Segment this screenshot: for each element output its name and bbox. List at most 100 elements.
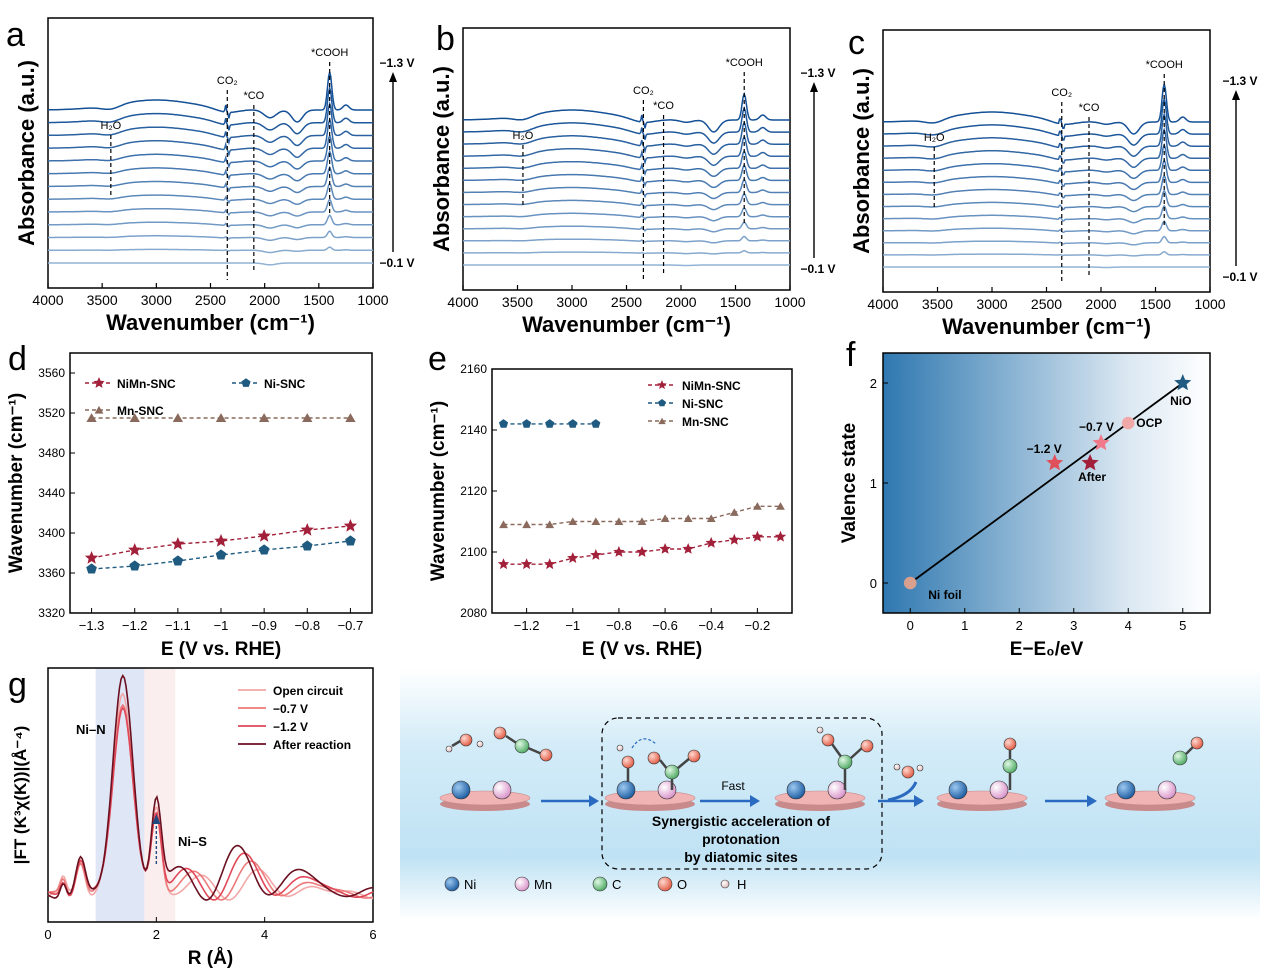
data-point	[302, 540, 313, 551]
panel-label-a: a	[6, 16, 25, 54]
data-point	[568, 419, 578, 428]
spectrum-line	[463, 264, 790, 267]
h-atom	[616, 744, 624, 752]
spectrum-line	[48, 197, 373, 217]
spectrum-line	[463, 192, 790, 211]
legend-label: After reaction	[273, 738, 351, 752]
flow-arrowhead	[750, 795, 760, 807]
legend-atom-o	[657, 876, 673, 892]
o-atom	[1190, 736, 1204, 750]
trend-arrowhead	[152, 814, 161, 824]
data-point	[171, 537, 185, 550]
x-tick-label: −0.9	[251, 618, 277, 633]
ni-atom	[616, 780, 636, 800]
x-axis-title: E (V vs. RHE)	[161, 639, 281, 660]
bond	[850, 747, 863, 759]
x-tick-label: 4000	[867, 296, 898, 312]
spectrum-line	[883, 127, 1210, 168]
x-tick-label: 2500	[195, 292, 226, 308]
spectrum-line	[463, 106, 790, 144]
x-tick-label: −0.8	[606, 618, 632, 633]
o-atom	[1003, 737, 1017, 751]
data-point	[614, 517, 624, 525]
mn-atom	[827, 780, 847, 800]
x-tick-label: 1	[961, 618, 968, 633]
x-tick-label: −1	[565, 618, 580, 633]
data-point	[1174, 374, 1192, 391]
flow-arrowhead	[914, 795, 924, 807]
x-tick-label: 4	[1125, 618, 1132, 633]
x-tick-label: 5	[1179, 618, 1186, 633]
annotation-label: H₂O	[924, 132, 945, 144]
data-point	[172, 555, 184, 566]
annotation-label: CO₂	[633, 85, 654, 97]
potential-arrowhead	[1232, 90, 1240, 100]
spectrum-line	[883, 158, 1210, 191]
data-point	[257, 529, 271, 542]
spectrum-line	[883, 142, 1210, 180]
panel-label-b: b	[436, 20, 455, 58]
legend-atom-ni	[444, 876, 460, 892]
spectrum-line	[48, 181, 373, 205]
spectrum-line	[48, 117, 373, 158]
spectrum-line	[463, 235, 790, 244]
x-tick-label: 1500	[1140, 296, 1171, 312]
legend-marker	[658, 399, 666, 407]
data-point	[1046, 454, 1064, 471]
x-tick-label: 4	[261, 927, 268, 942]
data-point	[590, 549, 602, 560]
spectrum-line	[48, 246, 373, 254]
panel-label-f: f	[846, 336, 856, 374]
spectrum-line	[463, 134, 790, 166]
x-tick-label: 3500	[922, 296, 953, 312]
x-axis-title: Wavenumber (cm⁻¹)	[942, 314, 1151, 339]
spectrum-line	[463, 178, 790, 200]
mn-atom	[657, 780, 677, 800]
spectrum-line	[883, 111, 1210, 157]
water-release-arrow	[887, 781, 918, 802]
data-point	[86, 563, 97, 574]
x-tick-label: −1.2	[514, 618, 540, 633]
o-atom	[493, 726, 507, 740]
spectrum-line	[48, 101, 373, 147]
ni-atom	[451, 780, 471, 800]
data-point	[544, 558, 556, 570]
spectrum-line	[883, 220, 1210, 235]
annotation-label: *CO	[243, 90, 264, 102]
spectrum-line	[883, 235, 1210, 246]
data-point	[659, 543, 671, 554]
spectrum-line	[883, 83, 1210, 135]
y-axis-title: Absorbance (a.u.)	[849, 68, 874, 254]
spectrum-line	[48, 84, 373, 135]
y-tick-label: 3520	[38, 406, 65, 420]
caption-line-1: Synergistic acceleration of	[652, 813, 831, 829]
legend-label: NiMn-SNC	[682, 379, 741, 393]
spectrum-line	[883, 189, 1210, 213]
data-point	[545, 520, 555, 529]
data-point	[682, 543, 694, 554]
spectrum-line	[48, 262, 373, 266]
flow-arrowhead	[589, 795, 599, 807]
x-tick-label: 2	[1016, 618, 1023, 633]
o-atom	[539, 748, 553, 762]
data-point	[774, 530, 787, 542]
h-atom	[816, 726, 824, 734]
x-tick-label: 2000	[1085, 296, 1116, 312]
x-axis-title: Wavenumber (cm⁻¹)	[106, 310, 315, 335]
data-point	[302, 413, 313, 422]
annotation-label: *CO	[653, 100, 674, 112]
x-tick-label: 3500	[87, 292, 118, 308]
ni-s-band	[144, 668, 176, 922]
panel-d: d −1.3 −1.2 −1.1 −1 −0.9 −0.8 −0.7 3320 3360 3400 3…	[6, 340, 373, 660]
annotation-label: *COOH	[1146, 59, 1183, 71]
panel-label-e: e	[428, 340, 447, 378]
data-point	[259, 413, 270, 422]
spectrum-line	[48, 165, 373, 194]
ni-atom	[786, 780, 806, 800]
x-tick-label: 4000	[447, 294, 478, 310]
legend-marker	[657, 380, 667, 389]
x-tick-label: 2500	[611, 294, 642, 310]
data-point	[129, 413, 140, 422]
x-tick-label: 3000	[556, 294, 587, 310]
potential-end-label: −1.3 V	[379, 56, 414, 70]
